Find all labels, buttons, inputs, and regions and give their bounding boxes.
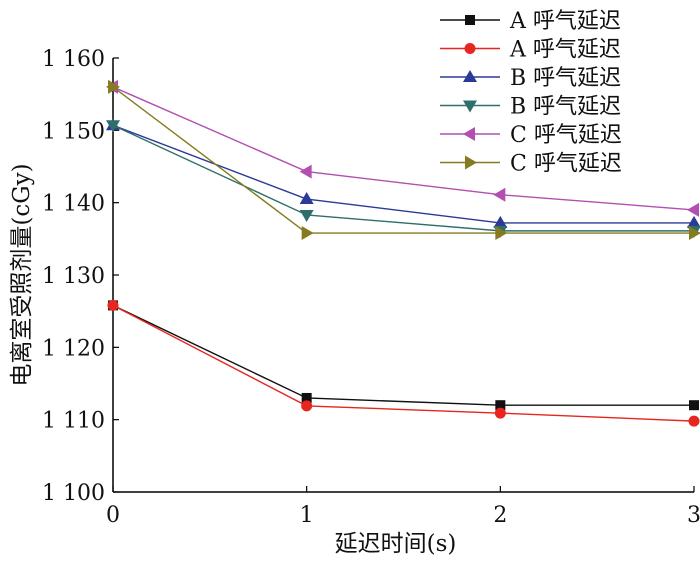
data-point: [493, 215, 508, 228]
legend-label: C 呼气延迟: [510, 152, 622, 177]
legend-marker: [463, 127, 475, 141]
series-line: [112, 86, 695, 211]
y-tick-label: 1 100: [42, 481, 105, 506]
legend-marker: [465, 15, 475, 25]
y-tick-label: 1 160: [42, 47, 105, 72]
data-point: [689, 400, 699, 411]
y-tick-label: 1 110: [42, 409, 105, 434]
y-tick-label: 1 130: [42, 264, 105, 289]
series-1: [108, 300, 699, 411]
legend-label: B 呼气延迟: [510, 66, 621, 91]
data-point: [299, 164, 312, 179]
series-line: [112, 124, 694, 232]
x-tick-label: 3: [687, 503, 700, 528]
y-tick-label: 1 150: [42, 119, 105, 144]
series-line: [112, 304, 695, 422]
series-3: [106, 118, 700, 228]
legend-item: C 呼气延迟: [440, 123, 622, 148]
data-point: [687, 215, 700, 228]
data-point: [494, 407, 506, 419]
legend-label: A 呼气延迟: [509, 9, 621, 34]
series-6: [108, 79, 700, 241]
data-point: [108, 79, 120, 94]
data-point: [495, 226, 508, 241]
x-tick-label: 1: [300, 503, 314, 528]
data-point: [493, 187, 506, 202]
y-tick-label: 1 120: [42, 336, 105, 361]
series-line: [112, 304, 694, 406]
data-point: [688, 415, 700, 427]
y-tick-label: 1 140: [42, 192, 105, 217]
legend-item: B 呼气延迟: [440, 66, 621, 91]
y-axis-title: 电离室受照剂量(cGy): [9, 163, 35, 386]
data-point: [689, 226, 700, 241]
x-axis-title: 延迟时间(s): [335, 531, 457, 557]
data-point: [687, 202, 699, 217]
legend-marker: [463, 100, 477, 113]
legend-label: C 呼气延迟: [510, 123, 622, 148]
data-point: [299, 209, 314, 222]
series-line: [112, 86, 694, 234]
data-point: [301, 226, 314, 241]
legend-item: A 呼气延迟: [440, 9, 621, 34]
series-2: [107, 299, 700, 427]
data-point: [106, 120, 120, 133]
data-point: [301, 392, 312, 403]
legend-label: B 呼气延迟: [510, 95, 621, 120]
data-point: [301, 400, 313, 412]
data-point: [495, 400, 506, 411]
legend-label: A 呼气延迟: [509, 38, 621, 63]
series-5: [106, 79, 699, 217]
legend-marker: [464, 43, 476, 54]
legend-item: C 呼气延迟: [440, 152, 622, 177]
data-point: [299, 192, 314, 205]
series-line: [112, 124, 694, 224]
data-point: [107, 299, 119, 311]
x-tick-label: 0: [106, 503, 120, 528]
legend: A 呼气延迟 A 呼气延迟 B 呼气延迟 B 呼气延迟 C 呼气延迟 C 呼气延迟: [440, 9, 622, 177]
legend-marker: [465, 155, 477, 170]
legend-item: A 呼气延迟: [440, 38, 621, 63]
legend-item: B 呼气延迟: [440, 95, 621, 120]
legend-marker: [463, 70, 477, 82]
x-tick-label: 2: [493, 503, 507, 528]
